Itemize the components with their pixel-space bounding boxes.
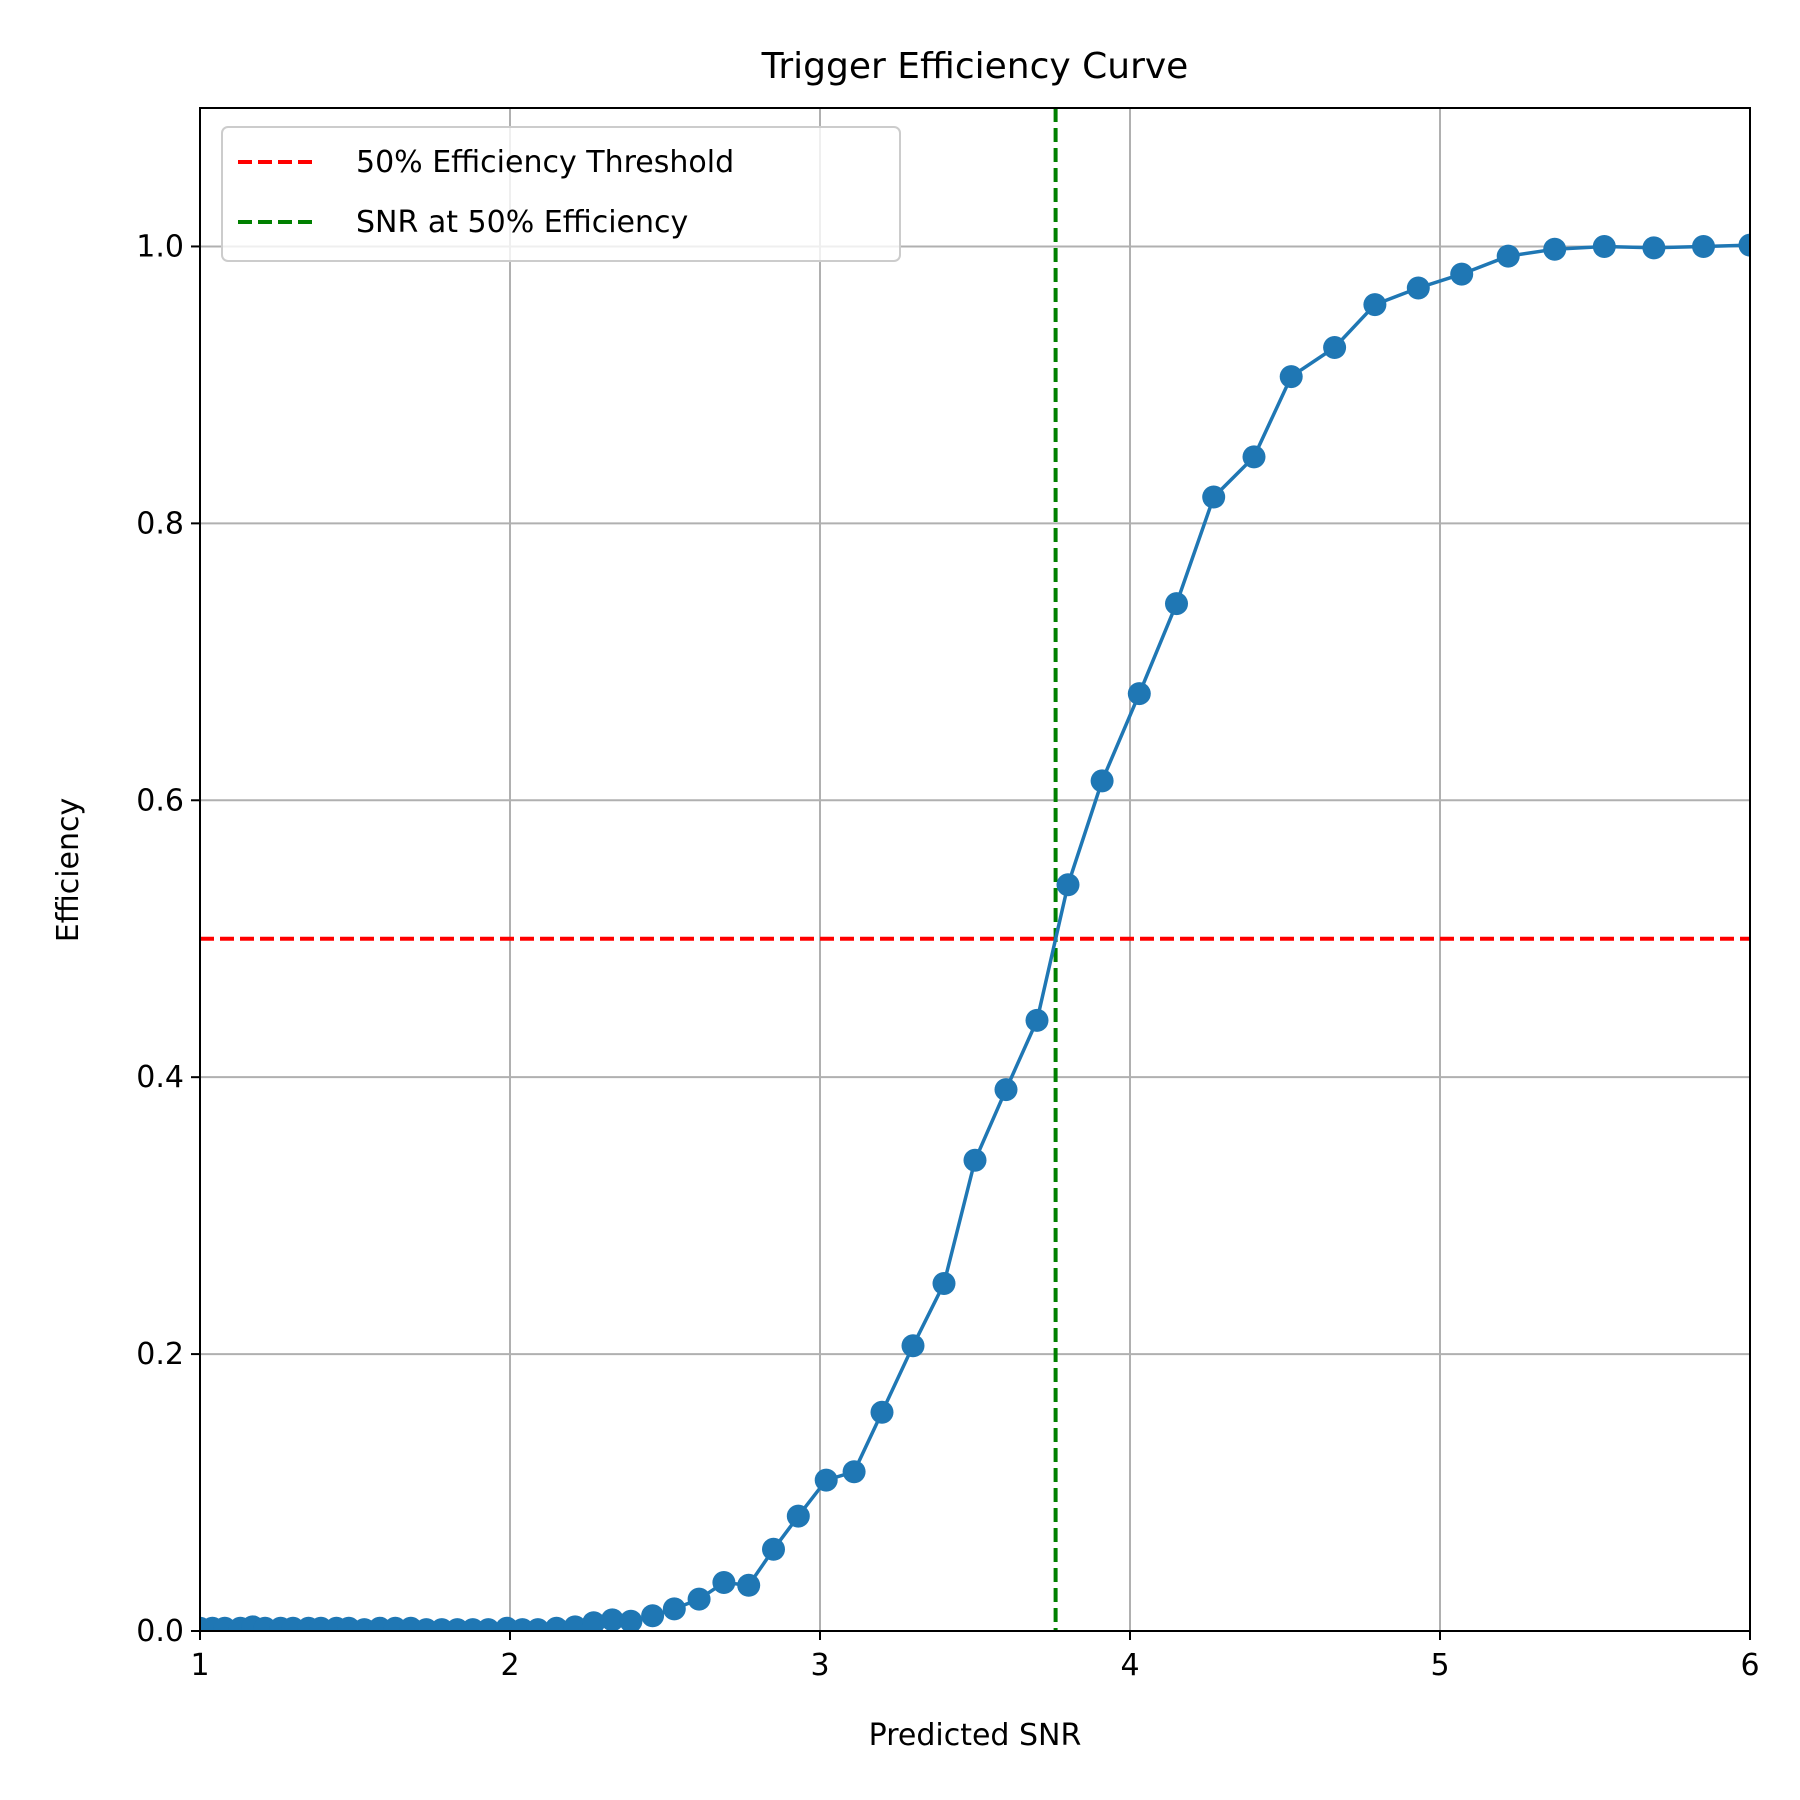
data-point bbox=[1242, 445, 1266, 469]
y-tick-label: 0.0 bbox=[136, 1614, 184, 1649]
data-point bbox=[476, 1618, 500, 1631]
data-point bbox=[1738, 233, 1750, 257]
legend-threshold-label: 50% Efficiency Threshold bbox=[356, 145, 734, 180]
data-point bbox=[582, 1611, 606, 1631]
y-axis-ticks: 0.0 0.2 0.4 0.6 0.8 1.0 bbox=[136, 229, 200, 1649]
data-point bbox=[737, 1573, 761, 1597]
legend-box bbox=[221, 126, 901, 262]
data-point bbox=[901, 1334, 925, 1358]
y-axis-label: Efficiency bbox=[51, 798, 86, 943]
x-tick-label: 2 bbox=[500, 1648, 519, 1683]
data-point bbox=[1025, 1008, 1049, 1032]
data-point bbox=[1202, 485, 1226, 509]
legend: 50% Efficiency Threshold SNR at 50% Effi… bbox=[221, 126, 901, 262]
data-point bbox=[619, 1609, 643, 1631]
data-point bbox=[932, 1271, 956, 1295]
data-point bbox=[1056, 873, 1080, 897]
data-point bbox=[1279, 365, 1303, 389]
y-tick-label: 1.0 bbox=[136, 229, 184, 264]
x-tick-label: 6 bbox=[1740, 1648, 1759, 1683]
data-point bbox=[600, 1608, 624, 1631]
data-point bbox=[1165, 592, 1188, 616]
data-point bbox=[1543, 237, 1567, 261]
reference-lines bbox=[200, 108, 1750, 1631]
y-tick-label: 0.4 bbox=[136, 1060, 184, 1095]
y-tick-label: 0.8 bbox=[136, 506, 184, 541]
data-point bbox=[641, 1604, 665, 1628]
chart-title: Trigger Efficiency Curve bbox=[761, 46, 1189, 87]
y-tick-label: 0.6 bbox=[136, 783, 184, 818]
x-axis-ticks: 1 2 3 4 5 6 bbox=[190, 1631, 1760, 1683]
data-point bbox=[1496, 244, 1520, 268]
legend-snr-label: SNR at 50% Efficiency bbox=[356, 205, 688, 240]
data-point bbox=[545, 1616, 568, 1631]
x-tick-label: 1 bbox=[190, 1648, 209, 1683]
data-point bbox=[526, 1618, 550, 1631]
y-tick-label: 0.2 bbox=[136, 1337, 184, 1372]
data-point bbox=[1363, 293, 1387, 317]
data-point bbox=[687, 1587, 711, 1611]
x-tick-label: 5 bbox=[1430, 1648, 1449, 1683]
data-point bbox=[842, 1460, 866, 1484]
data-point bbox=[762, 1537, 785, 1561]
data-point bbox=[712, 1571, 736, 1595]
data-point bbox=[786, 1504, 810, 1528]
x-tick-label: 4 bbox=[1120, 1648, 1139, 1683]
data-point bbox=[1642, 236, 1666, 260]
data-point bbox=[1592, 234, 1616, 258]
data-point bbox=[563, 1615, 587, 1631]
data-point bbox=[1090, 769, 1114, 793]
data-point bbox=[1692, 234, 1715, 258]
plot-frame bbox=[199, 107, 1751, 1632]
x-tick-label: 3 bbox=[810, 1648, 829, 1683]
data-point bbox=[1406, 276, 1430, 300]
data-point bbox=[1323, 336, 1347, 360]
data-point bbox=[870, 1400, 894, 1424]
efficiency-series bbox=[200, 233, 1750, 1631]
data-point bbox=[994, 1078, 1018, 1102]
data-point bbox=[963, 1148, 987, 1172]
data-point bbox=[1450, 262, 1474, 286]
data-point bbox=[814, 1468, 838, 1492]
data-point bbox=[1127, 682, 1151, 706]
data-point bbox=[662, 1597, 686, 1621]
x-axis-label: Predicted SNR bbox=[869, 1718, 1082, 1753]
